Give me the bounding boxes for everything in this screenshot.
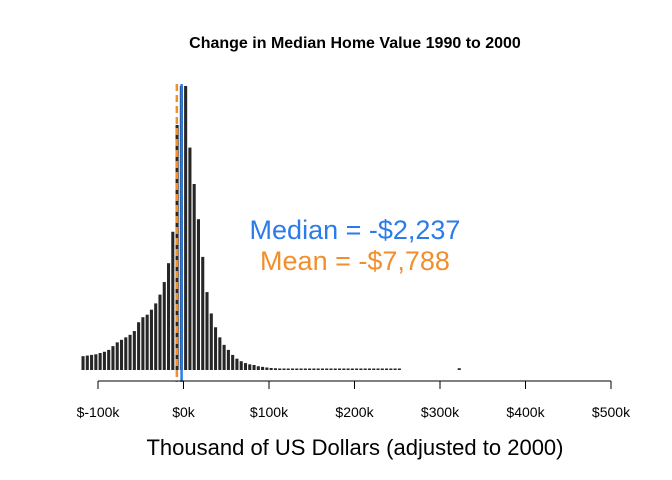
histogram-bar [333,368,337,370]
median-annotation: Median = -$2,237 [250,215,461,245]
histogram-bar [286,368,290,370]
mean-annotation: Mean = -$7,788 [260,246,450,276]
histogram-bar [273,368,277,370]
histogram-bar [342,368,346,370]
histogram-bar [350,368,354,370]
histogram-bar [325,368,329,370]
histogram-bar [320,368,324,370]
histogram-bar [231,354,235,370]
histogram-bar [367,368,372,370]
histogram-bar [119,339,124,370]
histogram-bar [359,368,363,370]
histogram-bar [269,367,273,370]
x-tick-label: $0k [172,404,196,420]
histogram-bar [385,368,389,370]
x-tick-label: $200k [335,404,374,420]
histogram-bar [222,344,226,370]
x-axis-ticks: $-100k $0k $100k $200k $300k $400k $500k [77,381,631,420]
histogram-bar [218,337,222,370]
histogram-bar [372,368,376,370]
histogram-bar [355,368,359,370]
histogram-bar [380,368,384,370]
histogram-bar [115,342,119,370]
histogram-bar [256,366,260,370]
histogram-bar [94,354,98,370]
histogram-bar [145,314,149,370]
histogram-bar [149,309,153,370]
histogram-bar [81,356,85,370]
histogram-bar [205,292,209,370]
histogram-bar [175,124,179,371]
histogram-bar [312,368,316,370]
histogram-bar [252,364,256,370]
histogram-bar [393,368,397,370]
x-tick-label: $100k [250,404,289,420]
histogram-bar [248,364,252,370]
histogram-bar [158,294,162,370]
chart-title: Change in Median Home Value 1990 to 2000 [189,35,521,52]
histogram-bar [192,184,196,370]
histogram-bar [316,368,320,370]
histogram-bar [282,368,286,370]
histogram-bar [290,368,295,370]
histogram-bar [338,368,342,370]
x-axis: $-100k $0k $100k $200k $300k $400k $500k [77,380,631,420]
histogram-bar [243,363,248,370]
histogram-bar [107,349,111,370]
x-tick-label: $300k [421,404,460,420]
histogram-bar [111,346,115,370]
histogram-bar [376,368,380,370]
histogram-bar [154,303,158,370]
histogram-bar [329,368,333,370]
histogram-bar [261,366,265,370]
x-tick-label: $500k [592,404,631,420]
histogram-bar [299,368,303,370]
histogram-bars [81,86,461,371]
histogram-bar [239,361,243,370]
histogram-bar [214,327,218,370]
histogram-bar [128,334,132,370]
histogram-bar [303,368,307,370]
reference-lines [175,84,183,382]
histogram-bar [137,322,141,370]
histogram-bar [265,367,269,370]
histogram-bar [196,219,200,370]
histogram-bar [102,351,106,370]
histogram-bar [188,147,192,370]
histogram-bar [85,355,89,370]
histogram-bar [132,331,136,370]
histogram-bar [167,263,171,370]
x-axis-label: Thousand of US Dollars (adjusted to 2000… [146,435,563,460]
histogram-bar [295,368,299,370]
histogram-bar [363,368,367,370]
histogram-bar [141,317,145,370]
histogram-bar [308,368,312,370]
histogram-bar [124,337,128,370]
x-tick-label: $-100k [77,404,121,420]
histogram-bar [235,358,239,370]
histogram-bar [171,231,175,370]
histogram-bar [90,354,94,370]
histogram-bar [397,368,401,370]
x-tick-label: $400k [506,404,545,420]
histogram-bar [98,353,102,370]
histogram-bar [389,368,393,370]
histogram-bar [162,282,166,370]
histogram-bar [278,368,282,370]
histogram-bar [184,86,188,370]
histogram-bar [209,313,213,370]
histogram-bar [457,368,461,370]
histogram-bar [346,368,350,370]
histogram-bar [201,256,205,370]
histogram-bar [226,349,230,370]
